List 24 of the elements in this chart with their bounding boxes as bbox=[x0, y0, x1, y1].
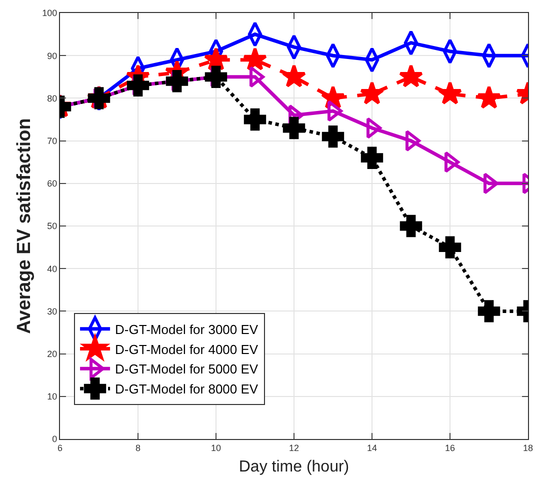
y-tick-label: 10 bbox=[47, 392, 58, 402]
x-tick-label: 8 bbox=[135, 442, 141, 453]
x-axis-title: Day time (hour) bbox=[238, 458, 350, 476]
y-tick-label: 20 bbox=[47, 348, 58, 359]
y-tick-label: 50 bbox=[47, 221, 58, 232]
x-tick-label: 14 bbox=[366, 442, 378, 453]
y-tick-label: 70 bbox=[47, 136, 58, 146]
y-tick-label: 30 bbox=[47, 306, 58, 316]
x-tick-label: 16 bbox=[444, 442, 456, 453]
legend-label: D-GT-Model for 5000 EV bbox=[115, 362, 258, 377]
x-tick-label: 6 bbox=[57, 442, 63, 453]
x-tick-label: 18 bbox=[522, 442, 534, 453]
x-tick-label: 10 bbox=[210, 442, 222, 453]
y-tick-label: 80 bbox=[47, 93, 58, 104]
y-axis-title: Average EV satisfaction bbox=[14, 118, 36, 334]
y-tick-label: 60 bbox=[47, 178, 58, 189]
legend-label: D-GT-Model for 3000 EV bbox=[115, 322, 258, 337]
legend-label: D-GT-Model for 8000 EV bbox=[115, 382, 258, 397]
x-tick-label: 12 bbox=[288, 442, 300, 453]
y-tick-label: 100 bbox=[42, 8, 58, 18]
y-tick-label: 90 bbox=[47, 50, 58, 61]
legend-label: D-GT-Model for 4000 EV bbox=[115, 342, 258, 357]
y-tick-label: 0 bbox=[52, 434, 58, 444]
y-tick-label: 40 bbox=[47, 264, 58, 274]
